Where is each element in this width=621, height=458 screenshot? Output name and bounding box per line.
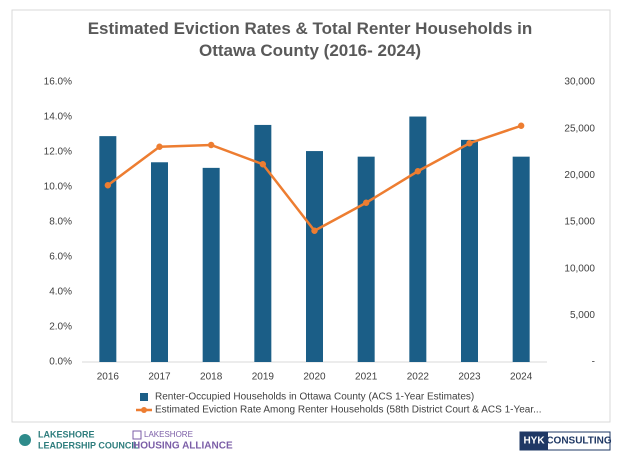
x-tick-label: 2017 [148,372,171,383]
legend-swatch [141,407,147,413]
point [207,141,215,149]
bar [357,156,375,362]
logo-text: HOUSING ALLIANCE [133,441,233,452]
logo-text: HYK [523,436,545,447]
logo-text: LEADERSHIP COUNCIL [38,440,140,450]
point [156,143,163,150]
y-tick-label: 4.0% [49,287,72,298]
bar [202,167,220,362]
y2-tick-label: - [592,357,595,368]
point [362,199,370,206]
logo-icon [132,430,142,440]
x-tick-label: 2021 [355,372,378,383]
bar [306,151,323,362]
y-tick-label: 16.0% [44,77,72,88]
y-tick-label: 10.0% [44,182,72,193]
y2-tick-label: 20,000 [564,170,595,181]
y2-tick-label: 5,000 [570,310,595,321]
bar [254,124,272,362]
logo-icon [19,434,31,446]
y-tick-label: 6.0% [49,252,72,263]
bar [409,116,427,363]
chart-title: Estimated Eviction Rates & Total Renter … [87,19,533,60]
logo-text: LAKESHORE [38,429,95,439]
y2-tick-label: 10,000 [564,263,595,274]
logo-box [520,432,548,450]
point [414,168,422,175]
x-tick-label: 2016 [97,372,120,383]
logo-text: LAKESHORE [144,430,193,439]
logo-text: CONSULTING [546,436,612,447]
point [466,140,473,147]
point [517,122,525,129]
legend-swatch [140,393,148,401]
legend-label: Estimated Eviction Rate Among Renter Hou… [155,405,541,416]
point [104,182,112,189]
x-tick-label: 2020 [303,372,326,383]
x-tick-label: 2018 [200,372,223,383]
y-tick-label: 8.0% [49,217,72,228]
y-tick-label: 2.0% [49,322,72,333]
point [311,227,318,234]
y2-tick-label: 25,000 [564,123,595,134]
bar [461,139,478,362]
bar [512,156,530,362]
y-tick-label: 12.0% [44,147,72,158]
x-tick-label: 2023 [458,372,481,383]
bar [99,136,117,362]
legend-label: Renter-Occupied Households in Ottawa Cou… [155,392,474,403]
chart-frame [11,9,611,423]
x-tick-label: 2024 [510,372,533,383]
y-tick-label: 14.0% [44,112,72,123]
y2-tick-label: 15,000 [564,217,595,228]
bar [151,162,168,362]
y-tick-label: 0.0% [49,357,72,368]
x-tick-label: 2019 [252,372,275,383]
x-tick-label: 2022 [407,372,430,383]
point [259,161,267,168]
y2-tick-label: 30,000 [564,77,595,88]
